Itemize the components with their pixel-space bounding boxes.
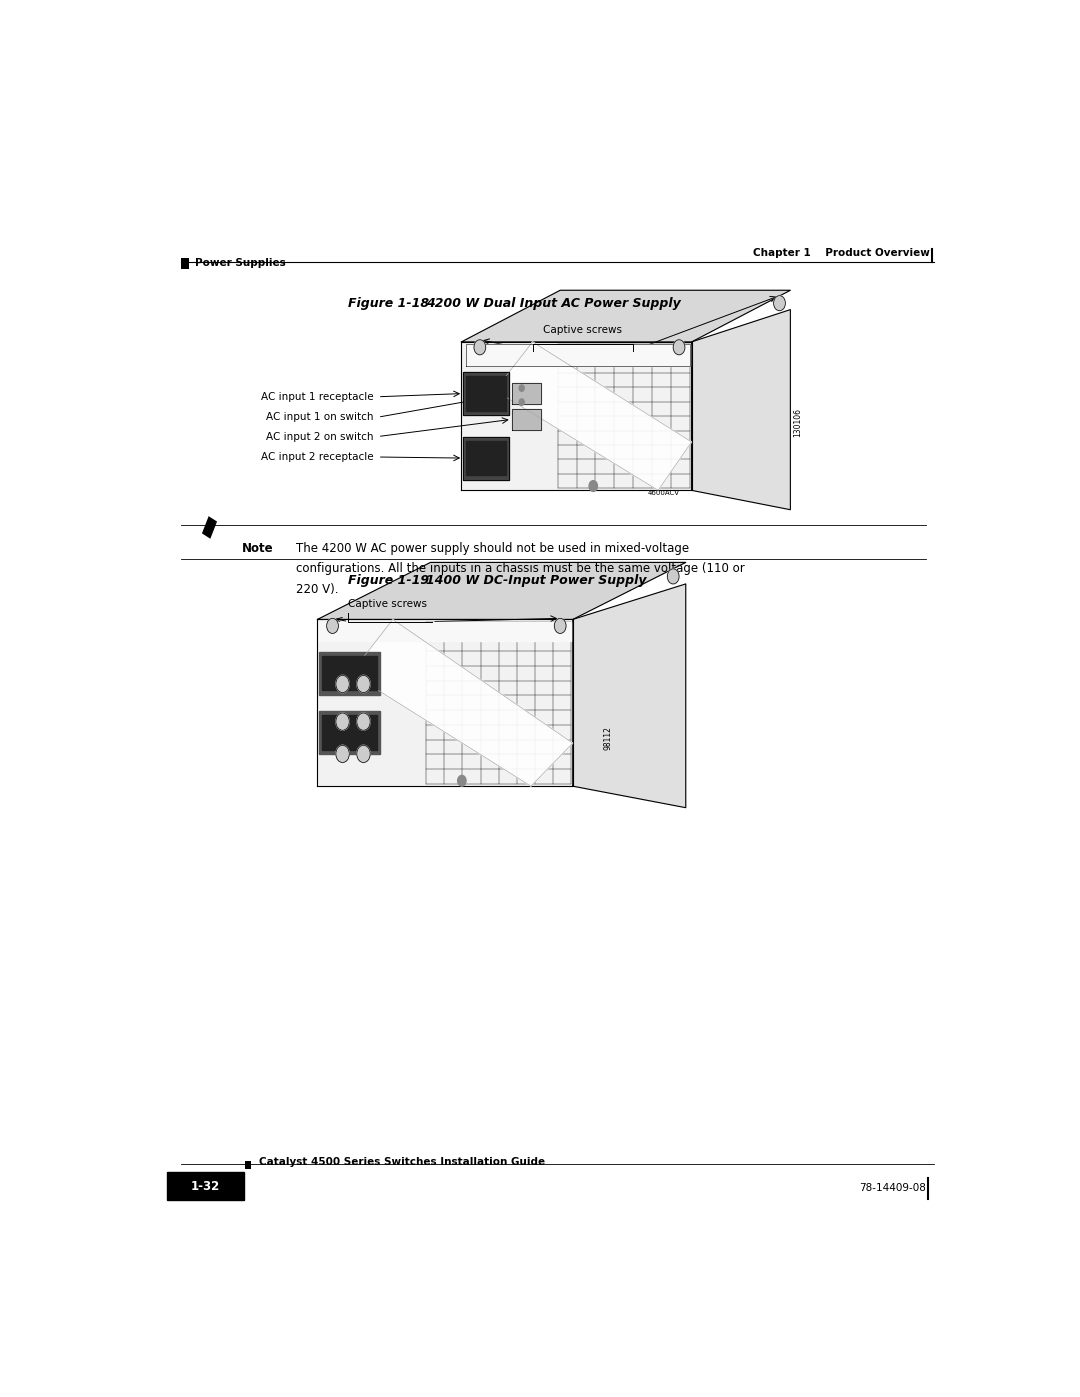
Circle shape bbox=[356, 675, 370, 693]
Polygon shape bbox=[351, 619, 572, 787]
Text: AC input 2 receptacle: AC input 2 receptacle bbox=[261, 453, 374, 462]
Polygon shape bbox=[512, 383, 541, 404]
Polygon shape bbox=[318, 563, 686, 619]
Polygon shape bbox=[463, 372, 509, 415]
Text: Power Supplies: Power Supplies bbox=[195, 258, 286, 268]
Polygon shape bbox=[467, 441, 505, 475]
Text: Captive screws: Captive screws bbox=[349, 599, 428, 609]
Polygon shape bbox=[463, 437, 509, 479]
Text: Chapter 1    Product Overview: Chapter 1 Product Overview bbox=[753, 249, 930, 258]
Polygon shape bbox=[202, 515, 217, 539]
Circle shape bbox=[667, 569, 679, 584]
FancyBboxPatch shape bbox=[166, 1172, 244, 1200]
Polygon shape bbox=[461, 291, 791, 342]
Bar bbox=[181, 258, 189, 268]
Polygon shape bbox=[495, 342, 691, 490]
Text: Figure 1-19: Figure 1-19 bbox=[349, 574, 430, 587]
Circle shape bbox=[519, 400, 524, 405]
Text: 4200 W Dual Input AC Power Supply: 4200 W Dual Input AC Power Supply bbox=[427, 296, 681, 310]
Text: 220 V).: 220 V). bbox=[296, 583, 338, 597]
Circle shape bbox=[336, 712, 349, 731]
Polygon shape bbox=[320, 651, 380, 694]
Polygon shape bbox=[318, 619, 572, 787]
Polygon shape bbox=[691, 310, 791, 510]
Text: 4600ACV: 4600ACV bbox=[648, 490, 680, 496]
Circle shape bbox=[773, 296, 785, 310]
Text: The 4200 W AC power supply should not be used in mixed-voltage: The 4200 W AC power supply should not be… bbox=[296, 542, 689, 555]
Circle shape bbox=[336, 675, 349, 693]
Text: Figure 1-18: Figure 1-18 bbox=[349, 296, 430, 310]
Circle shape bbox=[474, 339, 486, 355]
Polygon shape bbox=[572, 584, 686, 807]
Circle shape bbox=[589, 481, 597, 492]
Polygon shape bbox=[320, 622, 571, 641]
Text: 1-32: 1-32 bbox=[191, 1180, 220, 1193]
Text: Note: Note bbox=[242, 542, 273, 555]
Polygon shape bbox=[461, 342, 691, 490]
Text: Captive screws: Captive screws bbox=[543, 326, 622, 335]
Bar bbox=[245, 1161, 252, 1169]
Polygon shape bbox=[467, 376, 505, 411]
Polygon shape bbox=[323, 715, 377, 750]
Circle shape bbox=[356, 712, 370, 731]
Text: 78-14409-08: 78-14409-08 bbox=[859, 1183, 926, 1193]
Text: 98112: 98112 bbox=[604, 726, 612, 750]
Circle shape bbox=[326, 619, 338, 633]
Circle shape bbox=[336, 745, 349, 763]
Text: AC input 1 on switch: AC input 1 on switch bbox=[266, 412, 374, 422]
Polygon shape bbox=[320, 711, 380, 754]
Circle shape bbox=[519, 386, 524, 391]
Text: AC input 2 on switch: AC input 2 on switch bbox=[266, 432, 374, 441]
Circle shape bbox=[458, 775, 467, 787]
Polygon shape bbox=[465, 344, 690, 366]
Text: configurations. All the inputs in a chassis must be the same voltage (110 or: configurations. All the inputs in a chas… bbox=[296, 563, 744, 576]
Polygon shape bbox=[323, 657, 377, 690]
Text: Catalyst 4500 Series Switches Installation Guide: Catalyst 4500 Series Switches Installati… bbox=[259, 1157, 545, 1166]
Polygon shape bbox=[512, 408, 541, 430]
Text: AC input 1 receptacle: AC input 1 receptacle bbox=[261, 391, 374, 402]
Text: 1400 W DC-Input Power Supply: 1400 W DC-Input Power Supply bbox=[427, 574, 647, 587]
Circle shape bbox=[356, 745, 370, 763]
Circle shape bbox=[673, 339, 685, 355]
Circle shape bbox=[554, 619, 566, 633]
Text: 130106: 130106 bbox=[794, 408, 802, 437]
